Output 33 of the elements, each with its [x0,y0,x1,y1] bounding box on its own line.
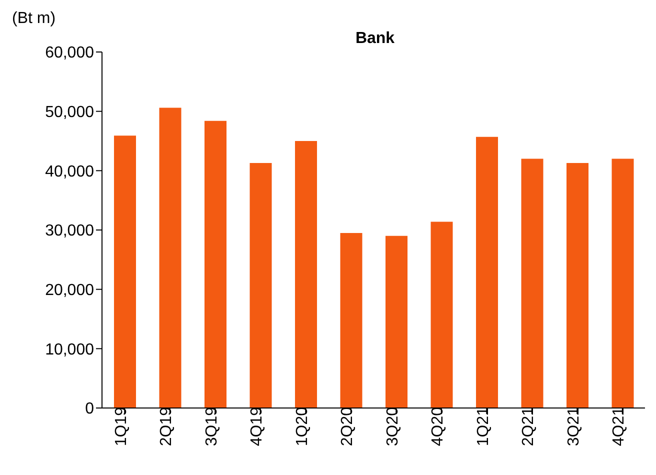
x-tick-label: 4Q21 [610,406,628,446]
x-tick-label: 3Q20 [384,406,402,446]
y-tick-label: 40,000 [45,163,94,180]
bar [159,108,182,408]
bar [566,162,588,408]
y-tick-label: 50,000 [45,104,94,122]
bar [386,236,408,408]
bar [612,158,634,408]
y-tick-label: 20,000 [45,282,94,300]
bar [340,232,362,408]
bar [521,158,544,408]
x-tick-label: 1Q20 [294,406,311,446]
y-tick-label: 10,000 [45,341,94,358]
x-tick-label: 3Q19 [203,406,220,446]
x-tick-label: 2Q20 [339,406,356,446]
y-tick-label: 30,000 [45,222,94,240]
bar [476,136,498,408]
x-tick-label: 3Q21 [565,406,582,446]
bar [430,222,453,408]
x-tick-label: 2Q21 [520,406,538,446]
y-axis-title: (Bt m) [12,10,56,28]
bar [295,141,317,408]
y-tick-label: 0 [85,400,94,418]
x-tick-label: 4Q20 [430,406,447,446]
bar [204,120,226,408]
bar [250,162,272,408]
x-tick-label: 1Q19 [112,406,130,446]
x-tick-label: 2Q19 [158,406,176,446]
y-tick-label: 60,000 [45,44,94,62]
x-tick-label: 4Q19 [248,406,266,446]
bar [114,136,136,408]
x-tick-label: 1Q21 [474,406,492,446]
chart-title: Bank [354,30,396,48]
